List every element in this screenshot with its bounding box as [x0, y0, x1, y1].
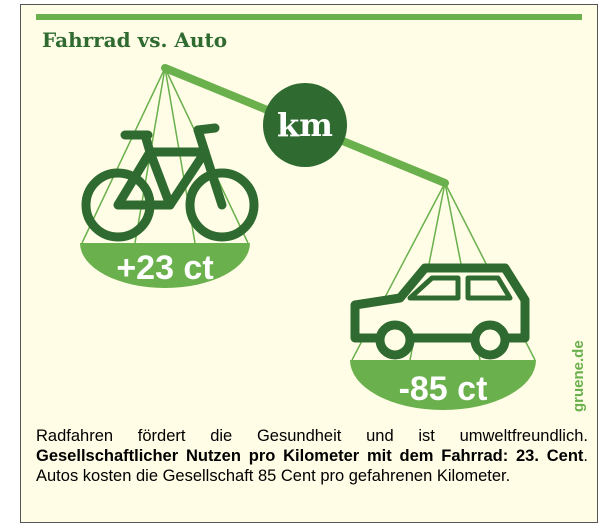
left-label: +23 ct — [116, 249, 213, 287]
right-label: -85 ct — [399, 370, 488, 408]
top-bar — [36, 14, 582, 20]
caption-bold: Gesellschaftlicher Nutzen pro Kilometer … — [36, 447, 583, 465]
center-label: km — [277, 106, 333, 144]
title: Fahrrad vs. Auto — [42, 28, 227, 52]
car-icon — [355, 268, 525, 355]
caption: Radfahren fördert die Gesundheit und ist… — [36, 426, 588, 486]
infographic: Fahrrad vs. Auto km +23 ct -85 ct gruene… — [0, 0, 614, 425]
caption-text: Radfahren fördert die Gesundheit und ist… — [36, 427, 588, 445]
watermark: gruene.de — [570, 340, 587, 412]
